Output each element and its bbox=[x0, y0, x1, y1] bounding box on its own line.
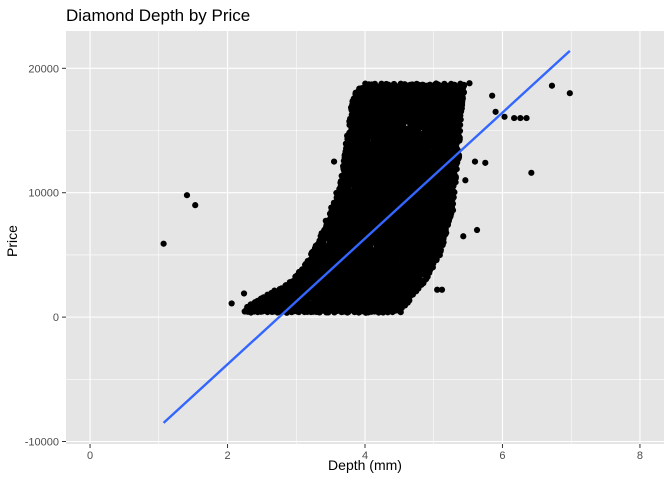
y-tick-label: 20000 bbox=[28, 63, 59, 75]
data-point bbox=[390, 80, 398, 88]
data-point bbox=[371, 80, 378, 87]
data-point bbox=[401, 81, 408, 88]
data-point bbox=[482, 159, 489, 166]
data-point bbox=[248, 305, 255, 312]
data-point bbox=[414, 81, 421, 88]
data-point bbox=[566, 90, 573, 97]
data-point bbox=[160, 240, 167, 247]
data-point bbox=[356, 219, 363, 226]
data-point bbox=[183, 192, 191, 199]
data-point bbox=[228, 300, 235, 307]
data-point bbox=[523, 114, 530, 122]
data-point bbox=[517, 114, 524, 122]
y-tick-label: 0 bbox=[53, 312, 59, 324]
y-axis: -10000 0 10000 20000 bbox=[25, 63, 66, 449]
data-point bbox=[528, 169, 535, 176]
x-tick-label: 4 bbox=[362, 450, 368, 462]
data-point bbox=[466, 80, 473, 87]
data-point bbox=[501, 113, 508, 120]
trend-line-group bbox=[162, 50, 571, 424]
data-point bbox=[419, 81, 426, 88]
data-point bbox=[426, 81, 434, 88]
data-point bbox=[330, 158, 338, 165]
data-point bbox=[192, 202, 199, 209]
data-point bbox=[380, 134, 387, 142]
data-point bbox=[251, 299, 259, 306]
x-tick-label: 0 bbox=[87, 450, 93, 462]
data-point bbox=[388, 301, 395, 308]
data-point bbox=[511, 114, 518, 122]
data-point bbox=[394, 127, 401, 134]
data-point bbox=[385, 81, 392, 88]
data-point bbox=[462, 177, 469, 184]
x-tick-label: 6 bbox=[499, 450, 505, 462]
data-point bbox=[434, 81, 441, 88]
x-axis: 0 2 4 6 8 bbox=[87, 444, 643, 462]
data-point bbox=[471, 158, 479, 165]
data-point bbox=[451, 81, 458, 88]
data-point bbox=[489, 92, 496, 99]
data-point bbox=[378, 80, 385, 87]
x-tick-label: 8 bbox=[637, 450, 643, 462]
x-tick-label: 2 bbox=[224, 450, 230, 462]
data-point bbox=[441, 80, 448, 87]
data-point bbox=[449, 207, 457, 214]
data-point bbox=[434, 286, 441, 293]
trend-line bbox=[162, 50, 571, 424]
data-point bbox=[438, 286, 446, 293]
y-axis-title: Price bbox=[4, 225, 20, 257]
data-point bbox=[397, 309, 404, 316]
y-tick-label: 10000 bbox=[28, 188, 59, 200]
data-point bbox=[492, 108, 499, 115]
data-point bbox=[271, 287, 278, 294]
data-point bbox=[473, 226, 481, 234]
data-point bbox=[548, 82, 556, 89]
data-point bbox=[240, 290, 248, 297]
x-axis-title: Depth (mm) bbox=[328, 457, 402, 473]
chart-title: Diamond Depth by Price bbox=[66, 6, 250, 25]
data-point bbox=[365, 81, 372, 88]
data-point bbox=[460, 233, 467, 240]
data-point bbox=[460, 81, 467, 88]
y-tick-label: -10000 bbox=[25, 437, 59, 449]
